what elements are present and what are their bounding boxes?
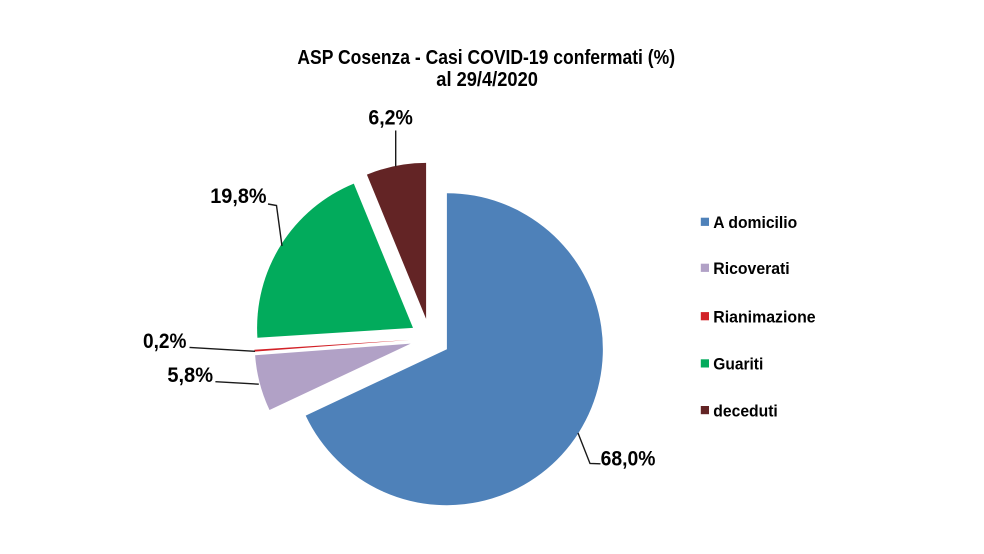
svg-text:6,2%: 6,2% bbox=[368, 107, 413, 130]
svg-text:Rianimazione: Rianimazione bbox=[713, 307, 815, 326]
svg-text:0,2%: 0,2% bbox=[143, 330, 187, 353]
svg-text:5,8%: 5,8% bbox=[167, 364, 213, 387]
svg-text:19,8%: 19,8% bbox=[210, 185, 267, 208]
svg-text:ASP Cosenza - Casi COVID-19 co: ASP Cosenza - Casi COVID-19 confermati (… bbox=[297, 47, 675, 69]
svg-text:A domicilio: A domicilio bbox=[713, 213, 797, 232]
svg-text:deceduti: deceduti bbox=[713, 401, 778, 420]
svg-text:Guariti: Guariti bbox=[713, 355, 763, 374]
svg-text:Ricoverati: Ricoverati bbox=[713, 259, 789, 278]
svg-text:68,0%: 68,0% bbox=[601, 448, 656, 471]
svg-text:al 29/4/2020: al 29/4/2020 bbox=[436, 69, 538, 91]
